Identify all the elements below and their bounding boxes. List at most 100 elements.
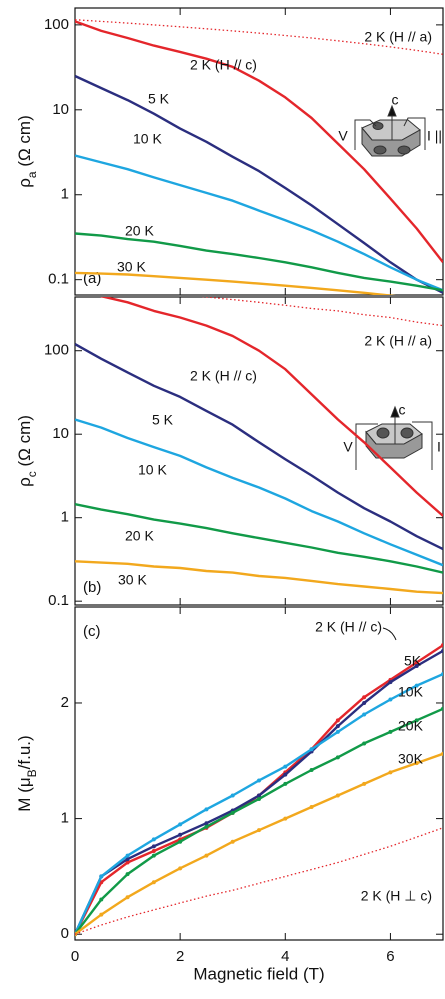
series-line <box>75 20 443 264</box>
inset-label: I || a <box>427 128 445 144</box>
data-point <box>125 895 130 900</box>
data-point <box>99 897 104 902</box>
data-point <box>388 697 393 702</box>
data-point <box>362 741 367 746</box>
inset-label: c <box>392 92 399 108</box>
panel-label: (c) <box>83 623 101 640</box>
data-point <box>99 912 104 917</box>
inset-diagram-a <box>354 104 426 157</box>
data-point <box>230 839 235 844</box>
data-point <box>151 848 156 853</box>
series-label: 2 K (H // a) <box>364 29 432 45</box>
data-point <box>441 672 443 677</box>
data-point <box>441 751 443 756</box>
series-label: 20K <box>398 718 424 734</box>
data-point <box>178 822 183 827</box>
data-point <box>283 816 288 821</box>
data-point <box>441 648 443 653</box>
series-label: 10K <box>398 684 424 700</box>
data-point <box>151 880 156 885</box>
data-point <box>388 680 393 685</box>
y-label-part: (Ω cm) <box>15 415 34 471</box>
y-label-part: c <box>25 471 39 477</box>
data-point <box>257 796 261 801</box>
label-leader <box>382 627 397 641</box>
series-label: 30 K <box>117 259 146 275</box>
y-axis-label: ρa (Ω cm) <box>15 115 39 188</box>
y-axis-label: M (μB/f.u.) <box>15 735 39 811</box>
inset-label: V <box>343 439 353 455</box>
data-point <box>335 729 340 734</box>
x-axis-label: Magnetic field (T) <box>193 964 324 983</box>
x-tick-label: 2 <box>176 948 184 965</box>
data-point <box>414 660 419 665</box>
series-label: 10 K <box>138 462 167 478</box>
data-point <box>388 770 393 775</box>
data-point <box>125 853 130 858</box>
data-point <box>335 718 340 723</box>
series-label: 2 K (H // c) <box>190 368 257 384</box>
data-point <box>125 860 130 865</box>
data-point <box>309 747 314 752</box>
data-point <box>309 805 314 810</box>
series-line <box>75 154 443 292</box>
y-label-part: /f.u.) <box>15 735 34 769</box>
data-point <box>257 828 261 833</box>
y-tick-label: 2 <box>61 694 69 711</box>
y-label-part: a <box>25 171 39 178</box>
data-point <box>178 832 183 837</box>
series-line <box>75 418 443 567</box>
series-line <box>75 827 443 935</box>
x-tick-label: 4 <box>281 948 289 965</box>
data-point <box>414 683 419 688</box>
data-point <box>204 853 209 858</box>
series-line <box>75 271 396 295</box>
data-point <box>99 874 104 879</box>
y-tick-label: 10 <box>52 101 69 118</box>
series-line <box>75 343 443 551</box>
series-label: 20 K <box>125 528 154 544</box>
data-point <box>362 695 367 700</box>
series-label: 5K <box>404 653 422 669</box>
data-point <box>335 755 340 760</box>
y-tick-label: 0 <box>61 925 69 942</box>
series-label: 10 K <box>133 131 162 147</box>
series-label: 30 K <box>118 572 147 588</box>
inset-label: V <box>338 128 348 144</box>
data-point <box>283 772 288 777</box>
data-point <box>362 700 367 705</box>
series-label: 2 K (H ⊥ c) <box>361 888 432 904</box>
series-label: 2 K (H // c) <box>315 619 382 635</box>
data-point <box>335 793 340 798</box>
data-point <box>151 837 156 842</box>
series-line <box>75 74 443 294</box>
series-line <box>75 560 443 595</box>
data-point <box>441 643 443 648</box>
data-point <box>441 706 443 711</box>
data-point <box>178 839 183 844</box>
data-point <box>414 663 419 668</box>
inset-label: c <box>399 402 406 418</box>
data-point <box>151 844 156 849</box>
series-label: 5 K <box>152 412 174 428</box>
series-line <box>201 297 443 327</box>
data-point <box>362 781 367 786</box>
series-label: 20 K <box>125 223 154 239</box>
plot-frame <box>74 296 444 606</box>
series-line <box>75 503 443 574</box>
data-point <box>283 764 288 769</box>
data-point <box>283 781 288 786</box>
x-tick-label: 6 <box>386 948 394 965</box>
y-tick-label: 10 <box>52 425 69 442</box>
y-tick-label: 1 <box>61 810 69 827</box>
data-point <box>230 810 235 815</box>
data-point <box>204 821 209 826</box>
data-point <box>257 793 261 798</box>
inset-label: I <box>437 439 441 455</box>
y-tick-label: 0.1 <box>48 271 69 288</box>
data-point <box>414 718 419 723</box>
data-point <box>178 866 183 871</box>
y-label-part: ρ <box>15 178 34 188</box>
y-label-part: (Ω cm) <box>15 115 34 171</box>
series-label: 5 K <box>148 91 170 107</box>
